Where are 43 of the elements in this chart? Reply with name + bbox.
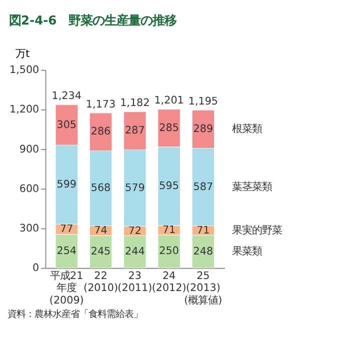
y-tick-label: 0 xyxy=(32,262,40,274)
x-tick-label: 22 (2010) xyxy=(84,270,118,294)
data-label: 77 xyxy=(60,223,74,236)
data-label: 248 xyxy=(193,245,214,258)
series-label: 果菜類 xyxy=(232,245,262,258)
data-label: 595 xyxy=(159,180,179,192)
data-label: 568 xyxy=(90,182,111,194)
y-tick-label: 900 xyxy=(19,143,40,156)
chart-title: 図2-4-6 野菜の生産量の推移 xyxy=(8,14,177,28)
data-label: 244 xyxy=(125,246,146,258)
data-label: 254 xyxy=(56,244,77,257)
total-label: 1,201 xyxy=(154,94,184,107)
y-tick-label: 1,200 xyxy=(9,104,40,116)
series-label: 根菜類 xyxy=(232,123,262,135)
data-label: 287 xyxy=(125,124,145,137)
data-label: 72 xyxy=(128,224,142,237)
data-label: 71 xyxy=(162,224,176,236)
series-label: 葉茎菜類 xyxy=(232,180,272,193)
data-label: 579 xyxy=(125,182,145,194)
x-tick-label: 平成21 年度 (2009) xyxy=(49,270,84,306)
y-tick-label: 300 xyxy=(19,222,40,235)
data-label: 599 xyxy=(56,178,77,190)
x-tick-label: 25 (2013) (概算値) xyxy=(184,270,222,306)
data-label: 289 xyxy=(193,123,214,135)
y-tick-label: 1,500 xyxy=(9,64,40,76)
total-label: 1,195 xyxy=(188,95,218,108)
x-tick-label: 23 (2011) xyxy=(118,270,152,294)
data-label: 71 xyxy=(196,224,210,236)
x-tick-label: 24 (2012) xyxy=(152,270,186,294)
series-label: 果実的野菜 xyxy=(232,224,282,236)
total-label: 1,173 xyxy=(86,98,116,110)
data-label: 245 xyxy=(90,246,111,258)
total-label: 1,182 xyxy=(120,97,150,110)
data-label: 587 xyxy=(193,180,214,193)
total-label: 1,234 xyxy=(52,90,82,102)
data-label: 74 xyxy=(94,224,108,236)
data-label: 305 xyxy=(56,118,77,131)
y-axis-title: 万t xyxy=(16,48,30,60)
data-label: 285 xyxy=(159,122,179,134)
y-tick-label: 600 xyxy=(19,182,40,195)
data-label: 286 xyxy=(90,126,111,138)
text: 資料：農林水産省「食料需給表」 xyxy=(8,308,143,320)
data-label: 250 xyxy=(159,245,179,258)
